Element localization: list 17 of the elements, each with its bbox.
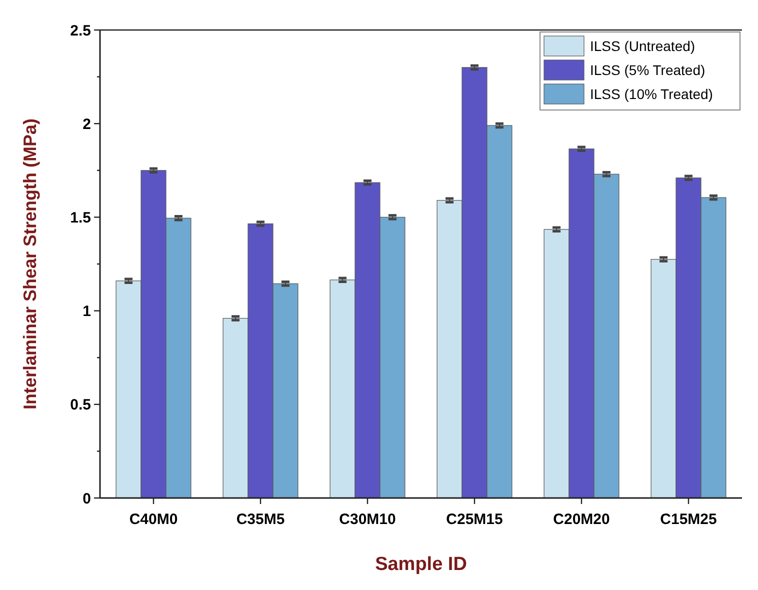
- legend-label: ILSS (5% Treated): [590, 62, 706, 78]
- x-tick-label: C40M0: [129, 511, 178, 528]
- y-tick-label: 1.5: [70, 209, 91, 226]
- x-tick-label: C35M5: [236, 511, 285, 528]
- x-tick-label: C20M20: [553, 511, 610, 528]
- y-tick-label: 2.5: [70, 22, 91, 40]
- x-tick-label: C25M15: [446, 511, 503, 528]
- x-tick-label: C15M25: [660, 511, 717, 528]
- legend-label: ILSS (10% Treated): [590, 86, 713, 102]
- y-axis-title: Interlaminar Shear Strength (MPa): [20, 118, 40, 410]
- y-tick-label: 0.5: [70, 396, 91, 414]
- y-tick-label: 2: [82, 116, 91, 133]
- x-axis-title: Sample ID: [375, 554, 467, 575]
- x-tick-label: C30M10: [339, 511, 396, 528]
- y-tick-label: 0: [82, 490, 91, 508]
- y-tick-label: 1: [82, 303, 91, 320]
- legend-label: ILSS (Untreated): [590, 38, 696, 54]
